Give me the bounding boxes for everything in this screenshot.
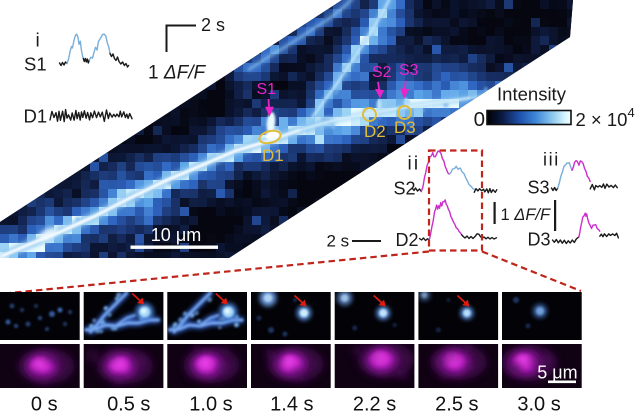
svg-text:D3: D3: [528, 230, 551, 250]
svg-text:2 × 104: 2 × 104: [576, 105, 635, 130]
svg-text:2 s: 2 s: [201, 15, 225, 35]
svg-text:Intensity: Intensity: [497, 84, 567, 105]
svg-text:iii: iii: [543, 150, 560, 170]
svg-text:2 s: 2 s: [327, 232, 350, 251]
svg-text:2.5 s: 2.5 s: [435, 394, 478, 416]
svg-text:0.5 s: 0.5 s: [107, 394, 150, 416]
svg-text:D3: D3: [394, 118, 416, 137]
svg-text:0 s: 0 s: [31, 394, 58, 416]
svg-text:1 ΔF/F: 1 ΔF/F: [501, 206, 551, 224]
svg-text:S1: S1: [24, 54, 47, 75]
svg-text:S2: S2: [372, 64, 392, 81]
svg-text:3.0 s: 3.0 s: [517, 394, 560, 416]
svg-text:1.0 s: 1.0 s: [189, 394, 232, 416]
svg-text:ii: ii: [408, 154, 421, 175]
svg-text:S2: S2: [394, 179, 416, 199]
svg-text:i: i: [36, 31, 40, 52]
svg-text:S1: S1: [257, 81, 277, 98]
svg-text:10 μm: 10 μm: [151, 225, 201, 245]
svg-text:5 μm: 5 μm: [537, 363, 577, 383]
svg-text:D1: D1: [262, 146, 284, 165]
svg-text:1.4 s: 1.4 s: [270, 394, 313, 416]
svg-text:D2: D2: [396, 230, 419, 250]
svg-text:D2: D2: [364, 122, 386, 141]
svg-text:D1: D1: [24, 106, 48, 127]
svg-text:S3: S3: [528, 178, 550, 198]
svg-text:2.2 s: 2.2 s: [353, 394, 396, 416]
svg-text:1 ΔF/F: 1 ΔF/F: [148, 63, 206, 84]
svg-text:S3: S3: [399, 62, 419, 79]
svg-text:0: 0: [474, 108, 485, 131]
